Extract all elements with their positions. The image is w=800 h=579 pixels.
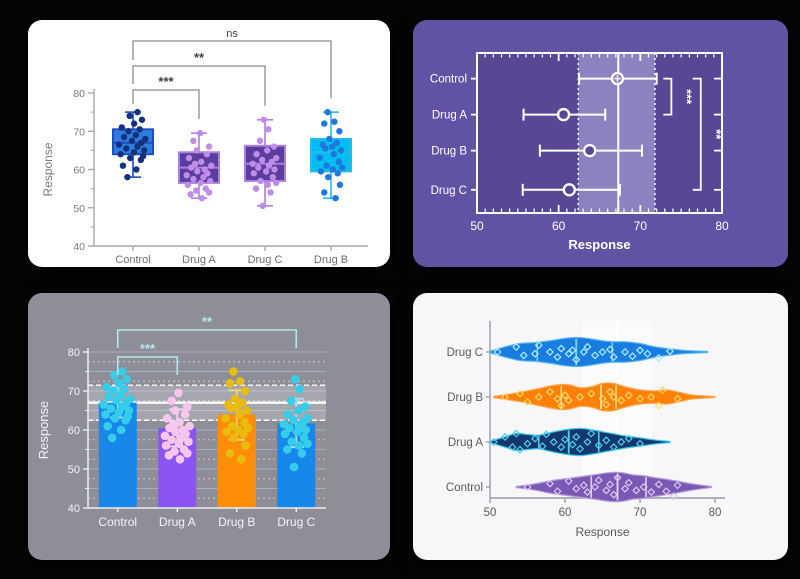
boxplot-chart: 40 50 60 70 80 Response Control Drug A Drug C Dru…	[41, 28, 368, 266]
violin-chart: 50 60 70 80 Response Drug C Drug B Drug A Contro…	[446, 321, 725, 539]
svg-text:ns: ns	[226, 28, 238, 40]
barchart-chart: Control Drug A Drug B Drug C 40 50 60 70 80 Respo…	[36, 314, 326, 529]
svg-text:40: 40	[68, 503, 80, 515]
errorbar-chart: 50 60 70 80 Response Control Drug A Drug B Drug …	[430, 52, 729, 252]
svg-text:Control: Control	[430, 74, 467, 86]
svg-text:80: 80	[709, 507, 722, 519]
svg-text:Drug B: Drug B	[447, 392, 483, 404]
svg-text:Drug A: Drug A	[448, 437, 483, 449]
svg-text:Drug A: Drug A	[432, 110, 467, 122]
svg-text:70: 70	[634, 507, 647, 519]
svg-text:50: 50	[68, 464, 80, 476]
svg-text:Control: Control	[446, 482, 483, 494]
svg-text:Drug A: Drug A	[182, 254, 216, 266]
svg-text:Response: Response	[36, 401, 51, 460]
svg-text:80: 80	[68, 347, 80, 359]
svg-text:50: 50	[470, 219, 484, 233]
svg-text:Drug C: Drug C	[277, 515, 315, 529]
boxplot-panel: 40 50 60 70 80 Response Control Drug A Drug C Dru…	[28, 20, 390, 267]
svg-text:Drug A: Drug A	[159, 515, 196, 529]
svg-text:60: 60	[68, 425, 80, 437]
svg-text:60: 60	[559, 507, 572, 519]
svg-text:Drug C: Drug C	[431, 185, 467, 197]
svg-text:Drug C: Drug C	[248, 254, 283, 266]
svg-text:40: 40	[73, 241, 85, 253]
svg-text:70: 70	[73, 126, 85, 138]
barchart-panel: Control Drug A Drug B Drug C 40 50 60 70 80 Respo…	[28, 293, 390, 560]
svg-text:Control: Control	[98, 515, 137, 529]
svg-text:Drug B: Drug B	[218, 515, 255, 529]
svg-text:80: 80	[73, 88, 85, 100]
svg-text:60: 60	[552, 219, 566, 233]
svg-text:Response: Response	[575, 525, 629, 539]
svg-text:***: ***	[140, 341, 156, 356]
svg-text:70: 70	[634, 219, 648, 233]
svg-text:Control: Control	[115, 254, 150, 266]
svg-text:50: 50	[73, 203, 85, 215]
svg-text:Response: Response	[568, 237, 630, 252]
svg-text:Drug B: Drug B	[431, 146, 467, 158]
svg-text:60: 60	[73, 165, 85, 177]
svg-text:Drug C: Drug C	[447, 347, 483, 359]
svg-text:Drug B: Drug B	[314, 254, 348, 266]
svg-text:50: 50	[484, 507, 497, 519]
svg-text:Response: Response	[41, 142, 55, 196]
violin-panel: 50 60 70 80 Response Drug C Drug B Drug A Contro…	[413, 293, 788, 560]
svg-text:**: **	[194, 50, 205, 65]
svg-text:***: ***	[158, 74, 174, 89]
svg-text:80: 80	[715, 219, 729, 233]
errorbar-panel: 50 60 70 80 Response Control Drug A Drug B Drug …	[413, 20, 788, 267]
svg-text:70: 70	[68, 386, 80, 398]
svg-text:**: **	[202, 314, 213, 329]
svg-text:***: ***	[679, 89, 694, 105]
svg-text:**: **	[709, 129, 724, 140]
